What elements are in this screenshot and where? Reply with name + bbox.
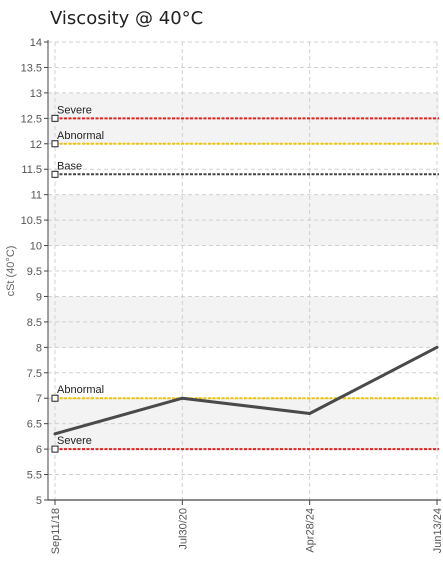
y-tick-label: 5.5 bbox=[27, 470, 42, 482]
y-tick-label: 13 bbox=[30, 88, 42, 100]
y-tick-label: 11.5 bbox=[21, 164, 42, 176]
y-tick-label: 10 bbox=[30, 241, 42, 253]
y-tick-label: 6 bbox=[36, 444, 42, 456]
y-tick-label: 12.5 bbox=[21, 113, 42, 125]
reference-label-base: Base bbox=[57, 160, 82, 172]
y-tick-label: 10.5 bbox=[21, 215, 42, 227]
grid-lines bbox=[48, 41, 439, 500]
reference-label-abnormal: Abnormal bbox=[57, 130, 104, 142]
y-tick-label: 6.5 bbox=[27, 419, 42, 431]
x-tick-label: Apr28/24 bbox=[305, 508, 317, 553]
data-series bbox=[53, 345, 439, 436]
reference-label-severe: Severe bbox=[57, 104, 92, 116]
y-tick-label: 5 bbox=[36, 495, 42, 507]
x-tick-label: Sep11/18 bbox=[50, 508, 62, 554]
x-tick-label: Jun13/24 bbox=[432, 508, 443, 553]
y-tick-label: 13.5 bbox=[21, 62, 42, 74]
y-tick-label: 7.5 bbox=[27, 368, 42, 380]
data-point bbox=[53, 432, 57, 436]
y-axis-label: cSt (40°C) bbox=[5, 246, 17, 297]
reference-lines: Severe Abnormal Base Abnormal Severe bbox=[51, 104, 439, 453]
y-tick-label: 9 bbox=[36, 291, 42, 303]
data-point bbox=[435, 345, 439, 349]
series-line bbox=[54, 346, 438, 436]
x-tick-label: Jul30/20 bbox=[177, 508, 189, 550]
reference-marker bbox=[51, 445, 59, 453]
reference-marker bbox=[51, 394, 59, 402]
reference-marker bbox=[51, 114, 59, 122]
data-point bbox=[180, 396, 184, 400]
reference-marker bbox=[51, 140, 59, 148]
x-tick-labels: Sep11/18 Jul30/20 Apr28/24 Jun13/24 bbox=[50, 508, 443, 554]
y-tick-labels: 5 5.5 6 6.5 7 7.5 8 8.5 9 9.5 10 10.5 11 11.5 12 12.5 13… bbox=[21, 37, 42, 507]
y-tick-label: 11 bbox=[31, 190, 42, 202]
reference-label-severe: Severe bbox=[57, 435, 92, 447]
y-tick-label: 8 bbox=[36, 342, 42, 354]
y-tick-label: 9.5 bbox=[27, 266, 42, 278]
reference-marker bbox=[51, 170, 59, 178]
data-point bbox=[308, 411, 312, 415]
chart-title: Viscosity @ 40°C bbox=[50, 8, 204, 29]
y-tick-label: 7 bbox=[36, 393, 42, 405]
axes bbox=[44, 40, 441, 505]
y-tick-label: 14 bbox=[30, 37, 42, 49]
y-tick-label: 12 bbox=[30, 139, 42, 151]
y-tick-label: 8.5 bbox=[27, 317, 42, 329]
reference-label-abnormal: Abnormal bbox=[57, 384, 104, 396]
